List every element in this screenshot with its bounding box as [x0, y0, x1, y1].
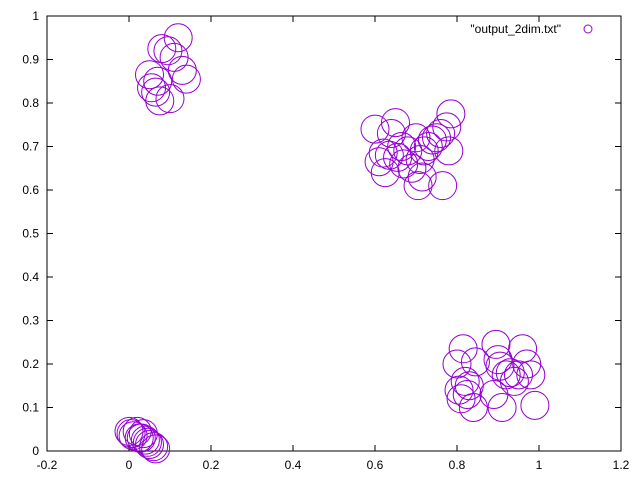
- data-point: [381, 108, 410, 138]
- data-point: [512, 349, 542, 379]
- data-point: [155, 84, 185, 114]
- data-point: [163, 23, 193, 53]
- x-tick-label: 0.2: [203, 458, 220, 472]
- data-point: [452, 379, 482, 409]
- x-tick-label: 1.2: [613, 458, 630, 472]
- data-point: [520, 390, 550, 420]
- points-layer: [114, 23, 550, 464]
- data-point: [397, 153, 427, 183]
- data-point: [364, 147, 394, 177]
- data-point: [504, 360, 533, 390]
- data-point: [428, 171, 458, 201]
- y-tick-label: 0.5: [22, 227, 39, 241]
- data-point: [446, 384, 476, 414]
- data-point: [130, 425, 160, 455]
- data-point: [370, 158, 400, 188]
- data-point: [167, 55, 197, 85]
- y-tick-label: 0.7: [22, 140, 39, 154]
- data-point: [407, 162, 437, 192]
- y-tick-label: 0.9: [22, 53, 39, 67]
- data-point: [159, 42, 189, 72]
- legend-marker: [583, 24, 593, 34]
- y-tick-label: 1: [32, 9, 39, 23]
- data-point: [487, 393, 517, 422]
- data-point: [368, 138, 398, 168]
- legend-label: "output_2dim.txt": [470, 22, 561, 36]
- data-point: [454, 371, 484, 401]
- data-point: [422, 123, 451, 153]
- y-tick-label: 0.3: [22, 314, 39, 328]
- x-tick-label: 0.6: [367, 458, 384, 472]
- x-tick-label: 0: [126, 458, 133, 472]
- data-point: [132, 427, 162, 457]
- data-point: [141, 77, 171, 107]
- data-point: [171, 64, 201, 94]
- data-point: [124, 423, 154, 453]
- x-tick-label: 0.4: [285, 458, 302, 472]
- legend: "output_2dim.txt": [470, 22, 593, 36]
- x-tick-label: -0.2: [37, 458, 58, 472]
- y-tick-label: 0.6: [22, 183, 39, 197]
- data-point: [448, 334, 478, 364]
- plot-frame: [46, 15, 622, 452]
- data-point: [436, 99, 466, 129]
- y-tick-label: 0.8: [22, 96, 39, 110]
- data-point: [516, 360, 546, 390]
- data-point: [458, 393, 488, 422]
- data-point: [403, 171, 433, 201]
- data-point: [491, 360, 521, 390]
- y-tick-label: 0.4: [22, 270, 39, 284]
- data-point: [145, 86, 175, 116]
- y-tick-label: 0.2: [22, 357, 39, 371]
- data-point: [508, 334, 538, 364]
- data-point: [143, 66, 173, 96]
- data-point: [135, 60, 164, 90]
- data-point: [139, 432, 169, 462]
- data-point: [135, 429, 164, 459]
- data-point: [450, 366, 480, 396]
- data-point: [434, 136, 464, 166]
- data-point: [481, 329, 511, 359]
- data-point: [442, 349, 472, 379]
- data-point: [426, 118, 456, 148]
- data-point: [460, 347, 490, 377]
- data-point: [153, 36, 183, 66]
- data-point: [432, 112, 462, 142]
- data-point: [413, 132, 443, 161]
- data-point: [360, 114, 390, 144]
- data-point: [147, 34, 177, 64]
- ticks-layer: -0.2 0 0.2 0.4 0.6 0.8 1 1.200.10.20.30.40.50.6…: [22, 9, 629, 472]
- x-tick-label: 1: [536, 458, 543, 472]
- y-tick-label: 0.1: [22, 401, 39, 415]
- data-point: [409, 136, 439, 166]
- data-point: [499, 366, 529, 396]
- y-tick-label: 0: [32, 444, 39, 458]
- x-tick-label: 0.8: [449, 458, 466, 472]
- data-point: [141, 434, 171, 464]
